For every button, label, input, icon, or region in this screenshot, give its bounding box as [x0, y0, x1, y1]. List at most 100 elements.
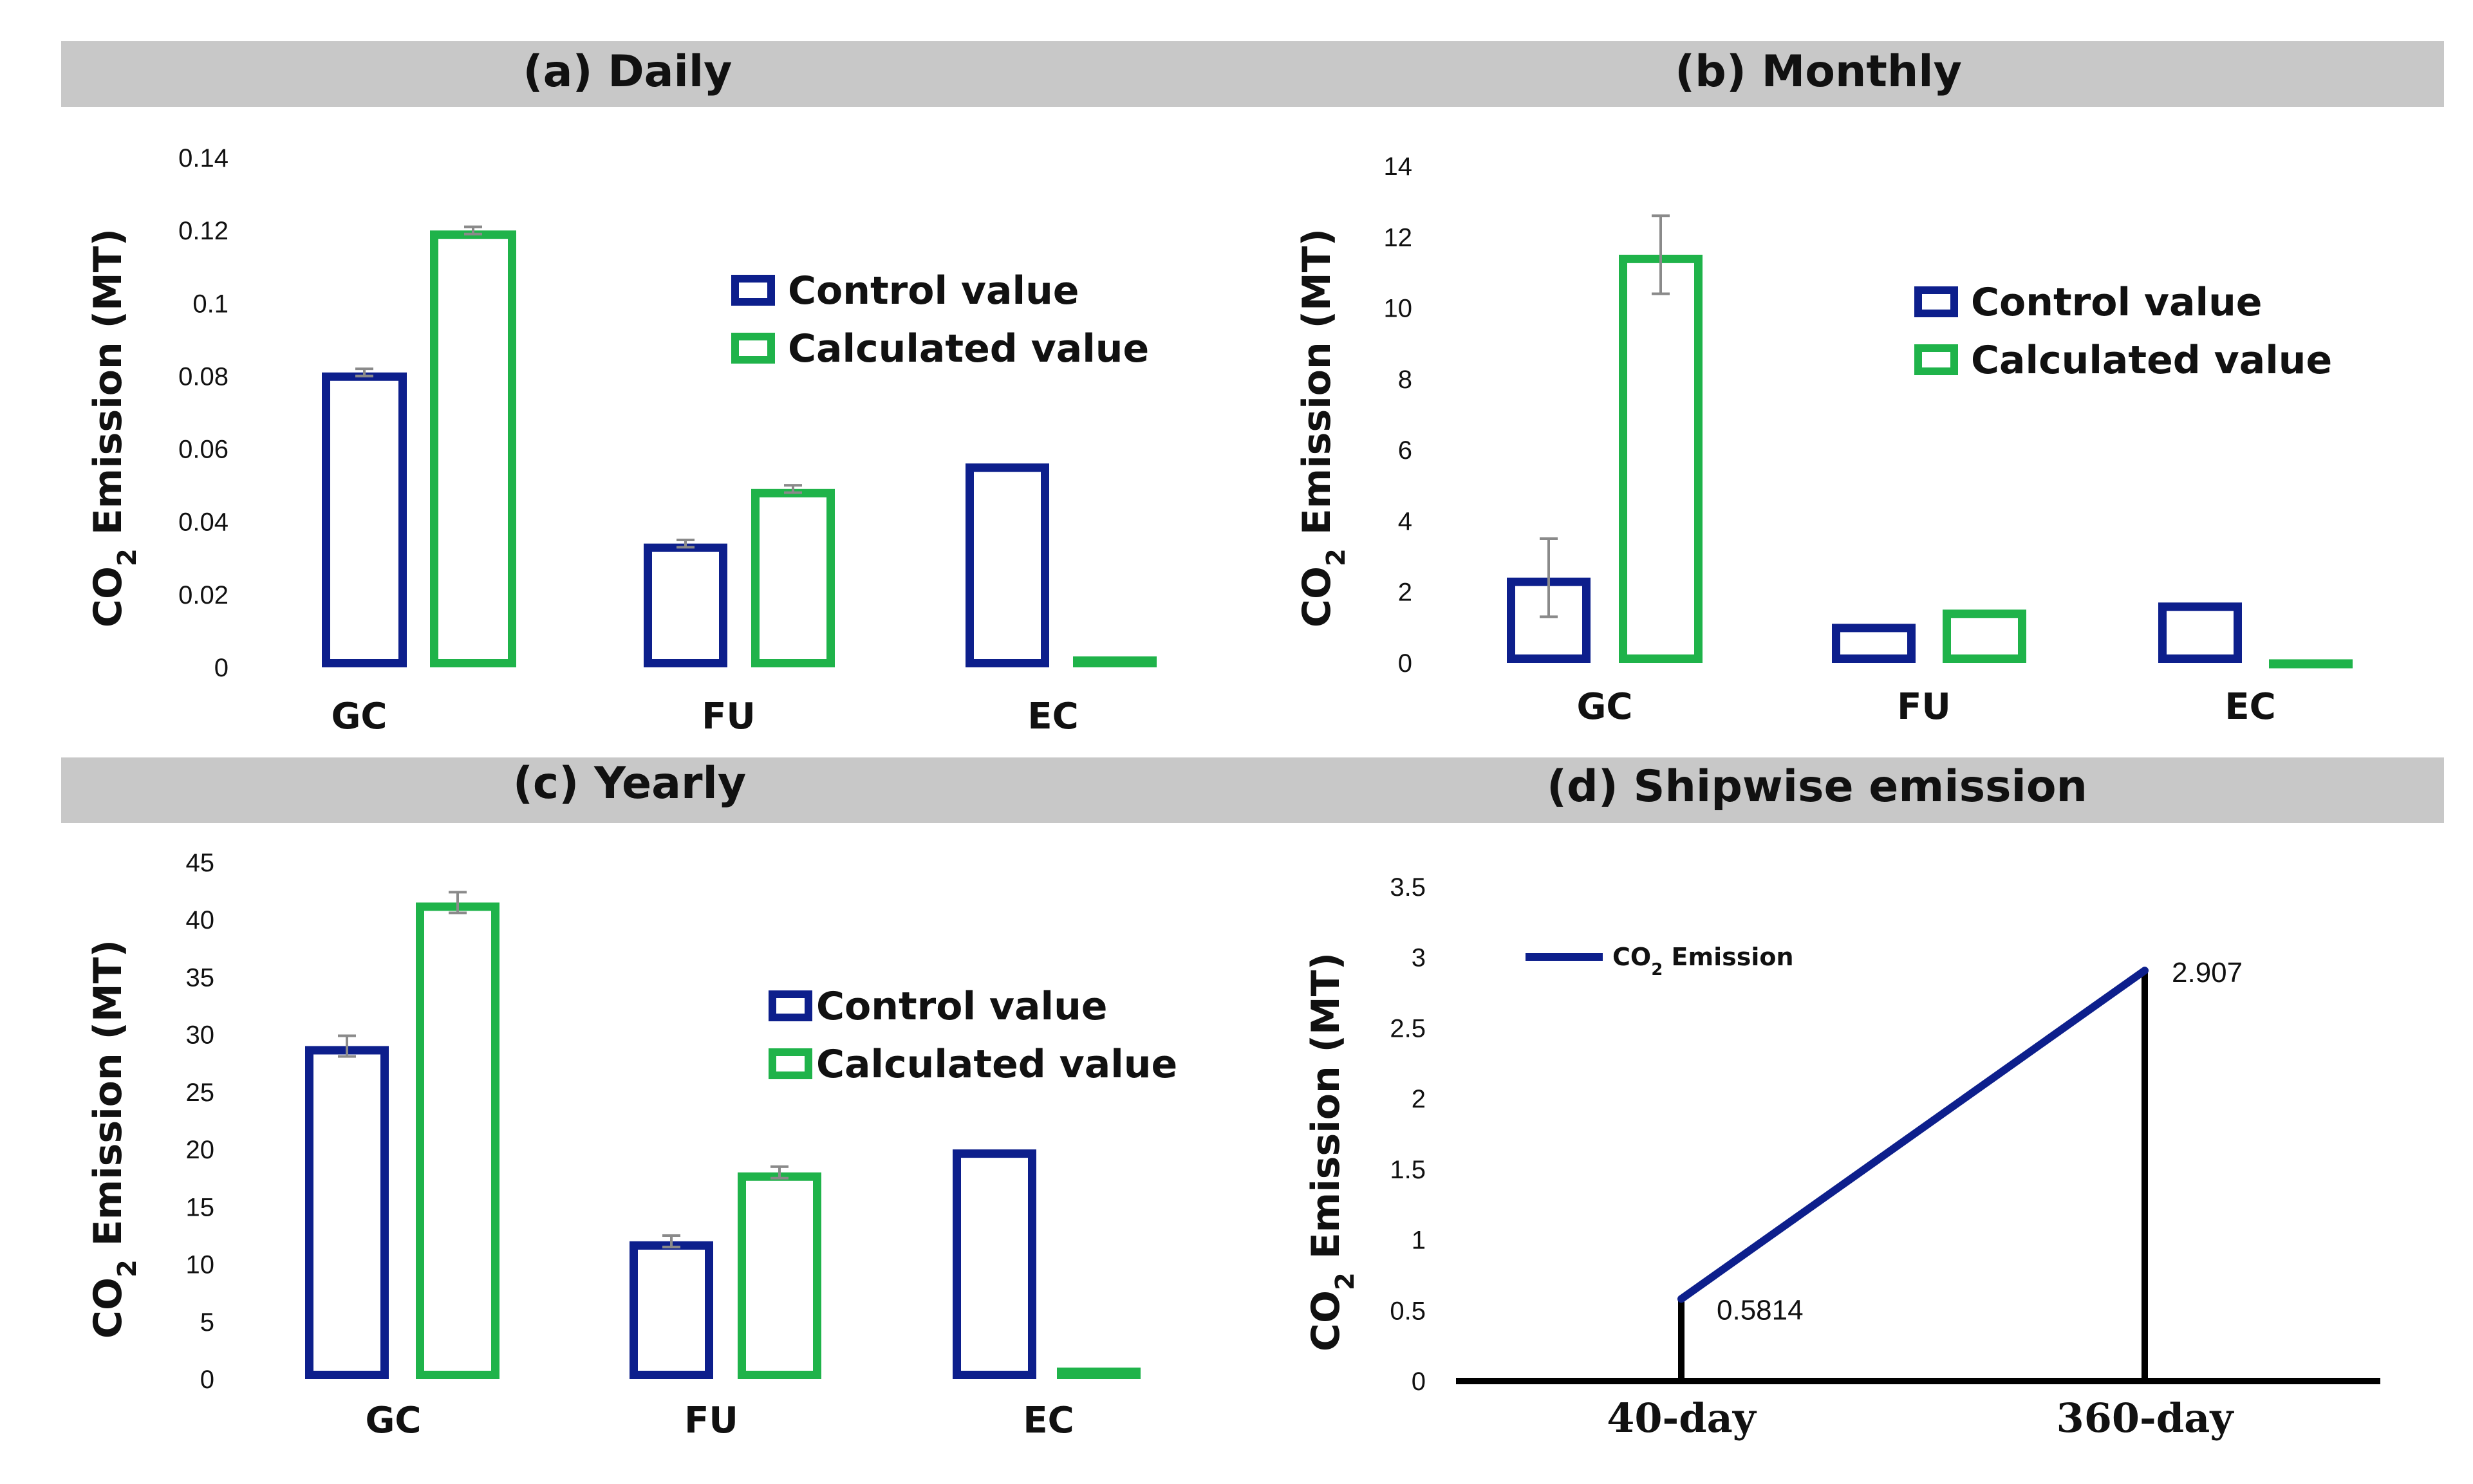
- daily-ytick-label: 0.14: [178, 144, 229, 172]
- shipwise-data-label: 0.5814: [1717, 1294, 1804, 1326]
- yearly-ytick-label: 20: [186, 1136, 215, 1164]
- monthly-bar-control-fu: [1832, 624, 1916, 663]
- svg-text:CO2 Emission (MT): CO2 Emission (MT): [1303, 952, 1360, 1351]
- shipwise-ytick-label: 1.5: [1390, 1156, 1426, 1184]
- ylabel-daily-rest: Emission (MT): [86, 228, 131, 548]
- ylabel-monthly-main: CO: [1294, 566, 1339, 627]
- ylabel-shipwise-sub: 2: [1330, 1272, 1360, 1290]
- monthly-ytick-label: 0: [1398, 649, 1412, 678]
- monthly-ytick-label: 2: [1398, 579, 1412, 607]
- svg-text:CO2 Emission (MT): CO2 Emission (MT): [86, 228, 142, 627]
- yearly-ytick-label: 30: [186, 1021, 215, 1050]
- panel-daily-categories: GC FU EC: [331, 696, 1078, 737]
- daily-bar-control-ec: [966, 463, 1049, 667]
- shipwise-ytick-label: 2: [1412, 1085, 1426, 1113]
- shipwise-data-label: 2.907: [2172, 957, 2243, 988]
- daily-bar-calculated-ec: [1073, 656, 1157, 667]
- shipwise-xtick-label: 360-day: [2057, 1395, 2235, 1442]
- daily-ytick-label: 0.12: [178, 217, 229, 245]
- panel-shipwise-legend: CO2 Emission: [1526, 943, 1794, 979]
- yearly-bar-control-ec: [953, 1149, 1036, 1379]
- panel-yearly-header: [61, 757, 1252, 823]
- legend-monthly-calculated-label: Calculated value: [1971, 338, 2332, 383]
- monthly-bar-calculated-ec: [2269, 659, 2353, 669]
- monthly-ytick-label: 6: [1398, 436, 1412, 465]
- shipwise-ytick-label: 0.5: [1390, 1297, 1426, 1325]
- daily-ytick-label: 0.04: [178, 508, 229, 537]
- panel-monthly-bars: [1507, 214, 2353, 669]
- monthly-ytick-label: 4: [1398, 507, 1412, 535]
- legend-daily-control-swatch: [731, 275, 775, 306]
- ylabel-daily-sub: 2: [113, 548, 142, 566]
- legend-daily-calculated-swatch: [731, 333, 775, 364]
- legend-monthly-calculated-swatch: [1914, 344, 1958, 375]
- yearly-ytick-label: 35: [186, 963, 215, 992]
- shipwise-ytick-label: 3.5: [1390, 873, 1426, 902]
- legend-daily-calculated-label: Calculated value: [788, 326, 1149, 371]
- ylabel-monthly-rest: Emission (MT): [1294, 228, 1339, 548]
- panel-shipwise: (d) Shipwise emission CO2 Emission (MT) …: [1252, 757, 2444, 1442]
- panel-shipwise-title: (d) Shipwise emission: [1547, 761, 2087, 812]
- panel-shipwise-yticks: 0 0.5 1 1.5 2 2.5 3 3.5: [1390, 873, 1426, 1396]
- panel-yearly-yticks: 0 5 10 15 20 25 30 35 40 45: [186, 849, 215, 1394]
- panel-yearly-title: (c) Yearly: [513, 758, 746, 809]
- yearly-ytick-label: 5: [200, 1308, 214, 1337]
- daily-ytick-label: 0: [214, 654, 229, 682]
- panel-daily-bars: [322, 225, 1157, 668]
- daily-ytick-label: 0.06: [178, 436, 229, 464]
- shipwise-ytick-label: 1: [1412, 1227, 1426, 1255]
- yearly-category-label: EC: [1023, 1400, 1074, 1442]
- daily-ytick-label: 0.1: [192, 290, 229, 318]
- ylabel-yearly-sub: 2: [113, 1259, 142, 1277]
- monthly-ytick-label: 8: [1398, 366, 1412, 394]
- ylabel-yearly-main: CO: [86, 1277, 131, 1339]
- panel-yearly-legend: Control value Calculated value: [769, 984, 1177, 1087]
- yearly-category-label: FU: [684, 1400, 738, 1442]
- panel-monthly-ylabel: CO2 Emission (MT): [1294, 228, 1351, 627]
- monthly-category-label: FU: [1897, 686, 1951, 728]
- panel-monthly-legend: Control value Calculated value: [1914, 280, 2332, 383]
- legend-shipwise-rest: Emission: [1663, 943, 1793, 971]
- shipwise-xtick-label: 40-day: [1607, 1395, 1757, 1442]
- panel-shipwise-ylabel: CO2 Emission (MT): [1303, 952, 1360, 1351]
- panel-daily-yticks: 0 0.02 0.04 0.06 0.08 0.1 0.12 0.14: [178, 144, 229, 682]
- yearly-ytick-label: 10: [186, 1251, 215, 1279]
- legend-daily-control-label: Control value: [788, 268, 1079, 313]
- monthly-category-label: EC: [2225, 686, 2275, 728]
- yearly-ytick-label: 15: [186, 1193, 215, 1221]
- svg-text:CO2 Emission (MT): CO2 Emission (MT): [1294, 228, 1351, 627]
- ylabel-shipwise-rest: Emission (MT): [1303, 952, 1348, 1272]
- daily-ytick-label: 0.02: [178, 581, 229, 609]
- monthly-ytick-label: 10: [1384, 295, 1413, 323]
- shipwise-ytick-label: 3: [1412, 944, 1426, 972]
- daily-ytick-label: 0.08: [178, 362, 229, 391]
- monthly-bar-control-ec: [2158, 602, 2242, 663]
- panel-yearly: (c) Yearly CO2 Emission (MT) 0 5 10 15 20 25 3…: [61, 757, 1252, 1442]
- ylabel-daily-main: CO: [86, 566, 131, 627]
- panel-daily-legend: Control value Calculated value: [731, 268, 1149, 371]
- panel-monthly-title: (b) Monthly: [1675, 46, 1962, 97]
- legend-yearly-control-label: Control value: [816, 984, 1108, 1029]
- daily-category-label: FU: [702, 696, 756, 737]
- panel-shipwise-header: [1252, 757, 2444, 823]
- shipwise-ytick-label: 0: [1412, 1368, 1426, 1396]
- panel-monthly-yticks: 0 2 4 6 8 10 12 14: [1384, 153, 1413, 678]
- panel-monthly-header: [1265, 41, 2444, 107]
- monthly-ytick-label: 14: [1384, 153, 1413, 181]
- shipwise-ytick-label: 2.5: [1390, 1014, 1426, 1043]
- legend-yearly-calculated-swatch: [769, 1048, 812, 1079]
- panel-yearly-bars: [305, 891, 1141, 1380]
- yearly-ytick-label: 25: [186, 1079, 215, 1107]
- panel-daily-header: [61, 41, 1265, 107]
- panel-monthly: (b) Monthly CO2 Emission (MT) 0246810121…: [1265, 41, 2444, 728]
- legend-yearly-control-swatch: [769, 990, 812, 1021]
- ylabel-shipwise-main: CO: [1303, 1290, 1348, 1351]
- yearly-bar-calculated-ec: [1057, 1368, 1141, 1379]
- daily-category-label: GC: [331, 696, 387, 737]
- monthly-bar-calculated-fu: [1943, 609, 2026, 663]
- ylabel-yearly-rest: Emission (MT): [86, 940, 131, 1259]
- panel-monthly-categories: GC FU EC: [1576, 686, 2275, 728]
- panel-daily-title: (a) Daily: [523, 46, 733, 97]
